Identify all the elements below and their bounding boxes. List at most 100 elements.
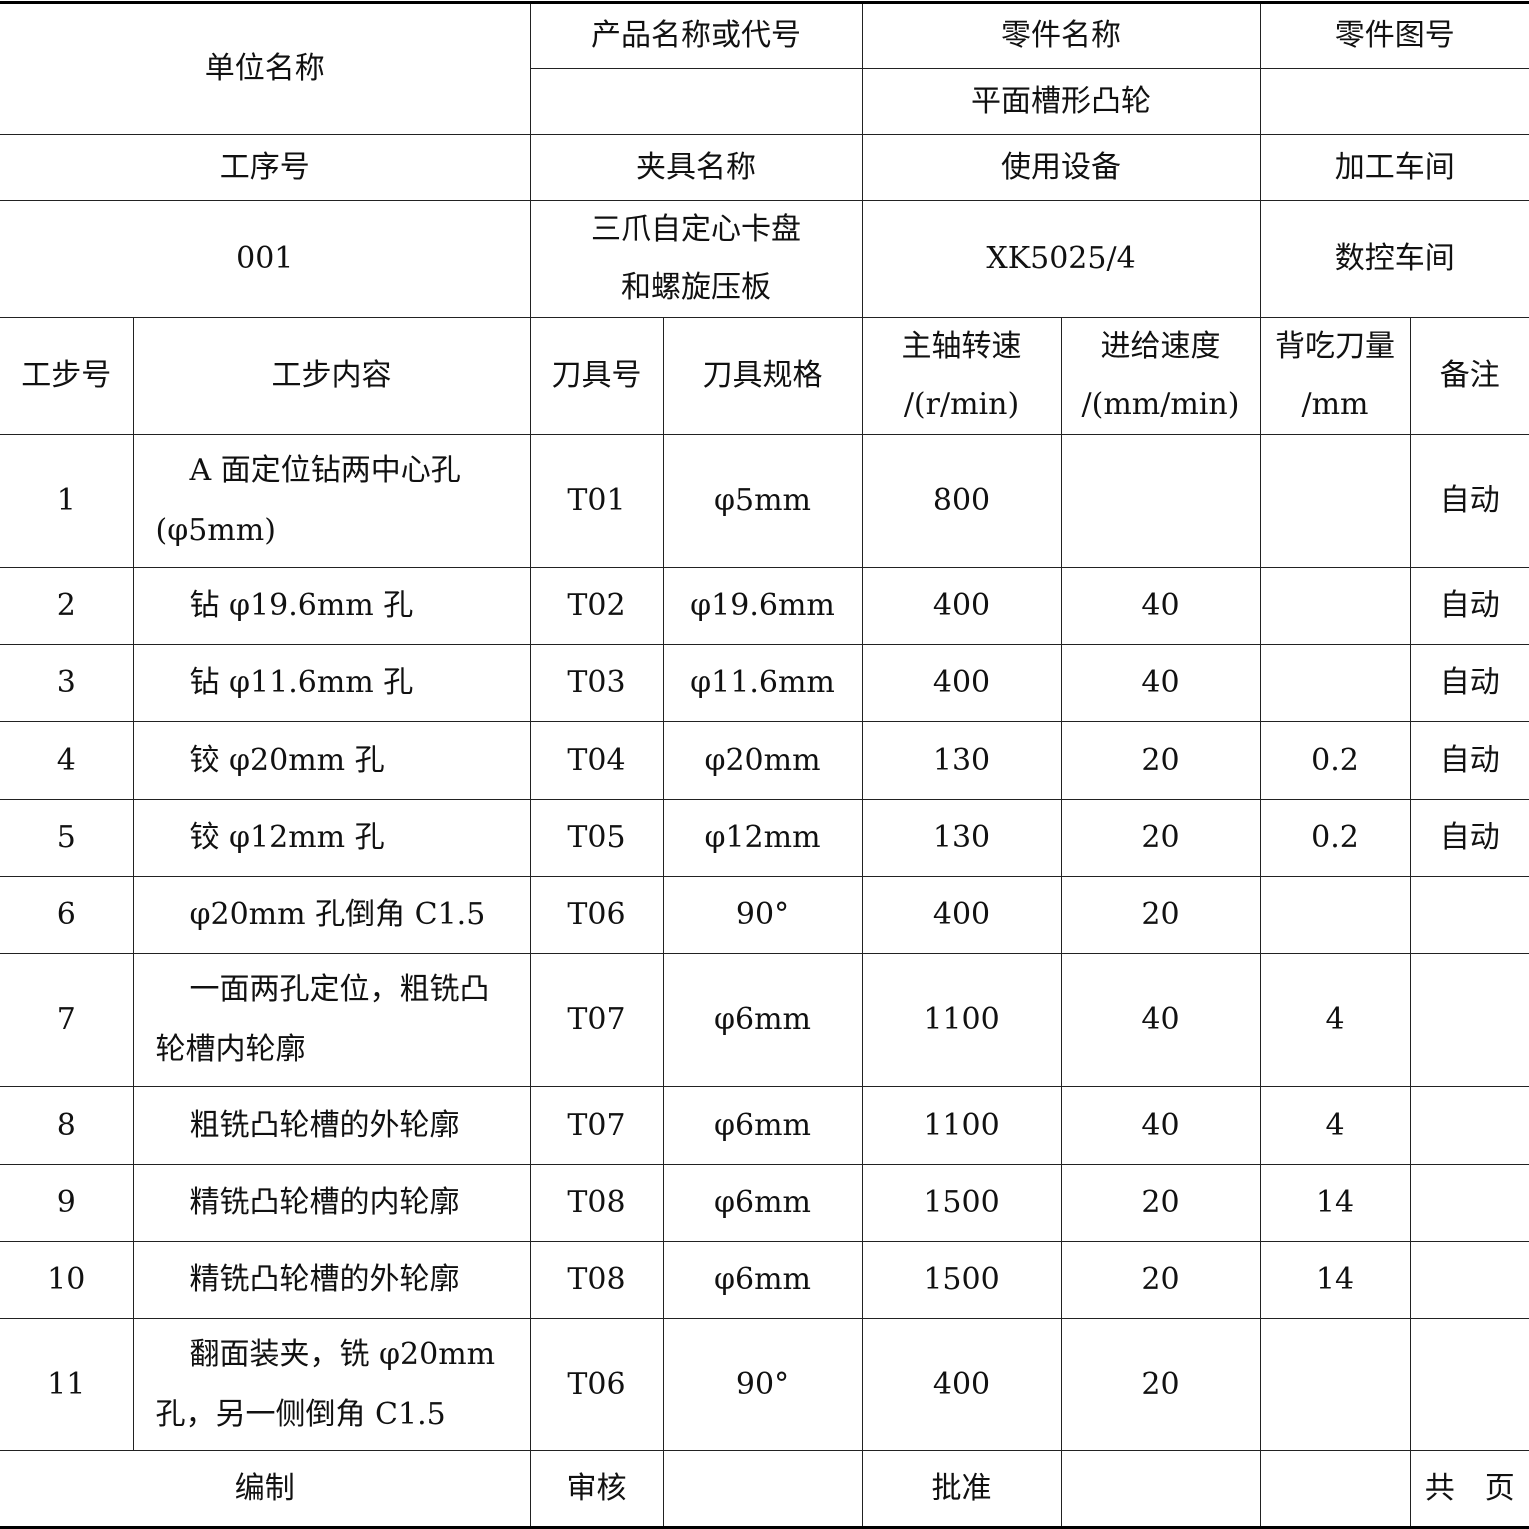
cell-step-content: 铰 φ12mm 孔: [132, 799, 531, 877]
cell-tool-no: T01: [529, 434, 664, 568]
cell-remarks: [1409, 1318, 1529, 1451]
cell-tool-no: T07: [529, 1086, 664, 1165]
cell-tool-spec: 90°: [662, 876, 863, 954]
cell-tool-spec: 90°: [662, 1318, 863, 1451]
approved-label: 批准: [861, 1450, 1062, 1528]
pages-label: 共 页: [1409, 1450, 1529, 1528]
process-no-label: 工序号: [0, 134, 531, 201]
cell-step-content: 钻 φ19.6mm 孔: [132, 567, 531, 645]
cell-step-no: 4: [0, 721, 134, 800]
cell-step-no: 1: [0, 434, 134, 568]
cell-tool-spec: φ20mm: [662, 721, 863, 800]
cell-remarks: [1409, 953, 1529, 1087]
cell-remarks: 自动: [1409, 721, 1529, 800]
footer-row: 编制 审核 批准 共 页: [0, 1450, 1529, 1528]
cell-feed-rate: 20: [1060, 1164, 1261, 1242]
part-name-label: 零件名称: [861, 2, 1261, 69]
cell-step-no: 2: [0, 567, 134, 645]
cell-step-no: 7: [0, 953, 134, 1087]
cell-tool-no: T07: [529, 953, 664, 1087]
cell-step-no: 10: [0, 1241, 134, 1319]
column-header-spindle-speed: 主轴转速 /(r/min): [861, 317, 1062, 435]
fixture-label: 夹具名称: [529, 134, 863, 201]
step-row: 11 翻面装夹，铣 φ20mm 孔，另一侧倒角 C1.5 T06 90° 400 20: [0, 1318, 1529, 1451]
column-header-row: 工步号 工步内容 刀具号 刀具规格 主轴转速 /(r/min) 进给速度 /(mm/min…: [0, 317, 1529, 435]
cell-tool-spec: φ6mm: [662, 1086, 863, 1165]
equipment-label: 使用设备: [861, 134, 1261, 201]
cell-feed-rate: 20: [1060, 799, 1261, 877]
cell-cut-depth: [1259, 434, 1411, 568]
cell-remarks: [1409, 876, 1529, 954]
cell-cut-depth: [1259, 1318, 1411, 1451]
blank-cell: [1259, 1450, 1411, 1528]
cell-step-content: 精铣凸轮槽的外轮廓: [132, 1241, 531, 1319]
cell-spindle-speed: 1500: [861, 1241, 1062, 1319]
unit-name-label: 单位名称: [0, 2, 531, 135]
cell-step-content: 钻 φ11.6mm 孔: [132, 644, 531, 722]
cell-remarks: 自动: [1409, 567, 1529, 645]
part-drawing-label: 零件图号: [1259, 2, 1529, 69]
cell-tool-spec: φ11.6mm: [662, 644, 863, 722]
cell-tool-no: T06: [529, 876, 664, 954]
cell-tool-no: T06: [529, 1318, 664, 1451]
cell-step-content: 精铣凸轮槽的内轮廓: [132, 1164, 531, 1242]
cell-feed-rate: 20: [1060, 1241, 1261, 1319]
cell-remarks: 自动: [1409, 434, 1529, 568]
cell-step-no: 5: [0, 799, 134, 877]
cell-spindle-speed: 400: [861, 567, 1062, 645]
cell-spindle-speed: 400: [861, 876, 1062, 954]
process-no-value: 001: [0, 200, 531, 318]
cell-tool-spec: φ6mm: [662, 1164, 863, 1242]
cell-tool-no: T05: [529, 799, 664, 877]
reviewed-label: 审核: [529, 1450, 664, 1528]
cell-step-no: 11: [0, 1318, 134, 1451]
cell-tool-spec: φ6mm: [662, 1241, 863, 1319]
cell-spindle-speed: 400: [861, 644, 1062, 722]
cell-step-content: A 面定位钻两中心孔(φ5mm): [132, 434, 531, 568]
cell-feed-rate: 40: [1060, 644, 1261, 722]
column-header-step-content: 工步内容: [132, 317, 531, 435]
cell-spindle-speed: 130: [861, 721, 1062, 800]
cell-cut-depth: 14: [1259, 1241, 1411, 1319]
product-value: [530, 68, 863, 135]
cell-cut-depth: [1259, 644, 1411, 722]
cell-remarks: [1409, 1241, 1529, 1319]
part-name-value: 平面槽形凸轮: [861, 68, 1261, 135]
cell-spindle-speed: 130: [861, 799, 1062, 877]
step-row: 6 φ20mm 孔倒角 C1.5 T06 90° 400 20: [0, 876, 1529, 954]
cell-spindle-speed: 800: [861, 434, 1062, 568]
cell-step-content: φ20mm 孔倒角 C1.5: [132, 876, 531, 954]
part-drawing-value: [1259, 68, 1529, 135]
column-header-remarks: 备注: [1409, 317, 1529, 435]
step-row: 9 精铣凸轮槽的内轮廓 T08 φ6mm 1500 20 14: [0, 1164, 1529, 1242]
step-row: 8 粗铣凸轮槽的外轮廓 T07 φ6mm 1100 40 4: [0, 1086, 1529, 1165]
workshop-label: 加工车间: [1259, 134, 1529, 201]
column-header-step-no: 工步号: [0, 317, 134, 435]
cell-tool-no: T04: [529, 721, 664, 800]
cell-cut-depth: [1259, 876, 1411, 954]
cell-cut-depth: 14: [1259, 1164, 1411, 1242]
cell-feed-rate: 20: [1060, 721, 1261, 800]
cell-spindle-speed: 1100: [861, 1086, 1062, 1165]
reviewed-value: [662, 1450, 863, 1528]
cell-tool-no: T08: [529, 1241, 664, 1319]
equipment-value: XK5025/4: [861, 200, 1261, 318]
cell-tool-spec: φ19.6mm: [662, 567, 863, 645]
cell-tool-no: T02: [529, 567, 664, 645]
cell-feed-rate: 20: [1060, 876, 1261, 954]
column-header-tool-spec: 刀具规格: [662, 317, 863, 435]
cell-step-content: 铰 φ20mm 孔: [132, 721, 531, 800]
step-row: 7 一面两孔定位，粗铣凸轮槽内轮廓 T07 φ6mm 1100 40 4: [0, 953, 1529, 1087]
cell-feed-rate: 40: [1060, 567, 1261, 645]
cell-remarks: [1409, 1086, 1529, 1165]
column-header-cut-depth: 背吃刀量 /mm: [1259, 317, 1411, 435]
cell-spindle-speed: 400: [861, 1318, 1062, 1451]
cell-feed-rate: 40: [1060, 953, 1261, 1087]
cell-step-no: 9: [0, 1164, 134, 1242]
column-header-tool-no: 刀具号: [529, 317, 664, 435]
cell-step-content: 粗铣凸轮槽的外轮廓: [132, 1086, 531, 1165]
